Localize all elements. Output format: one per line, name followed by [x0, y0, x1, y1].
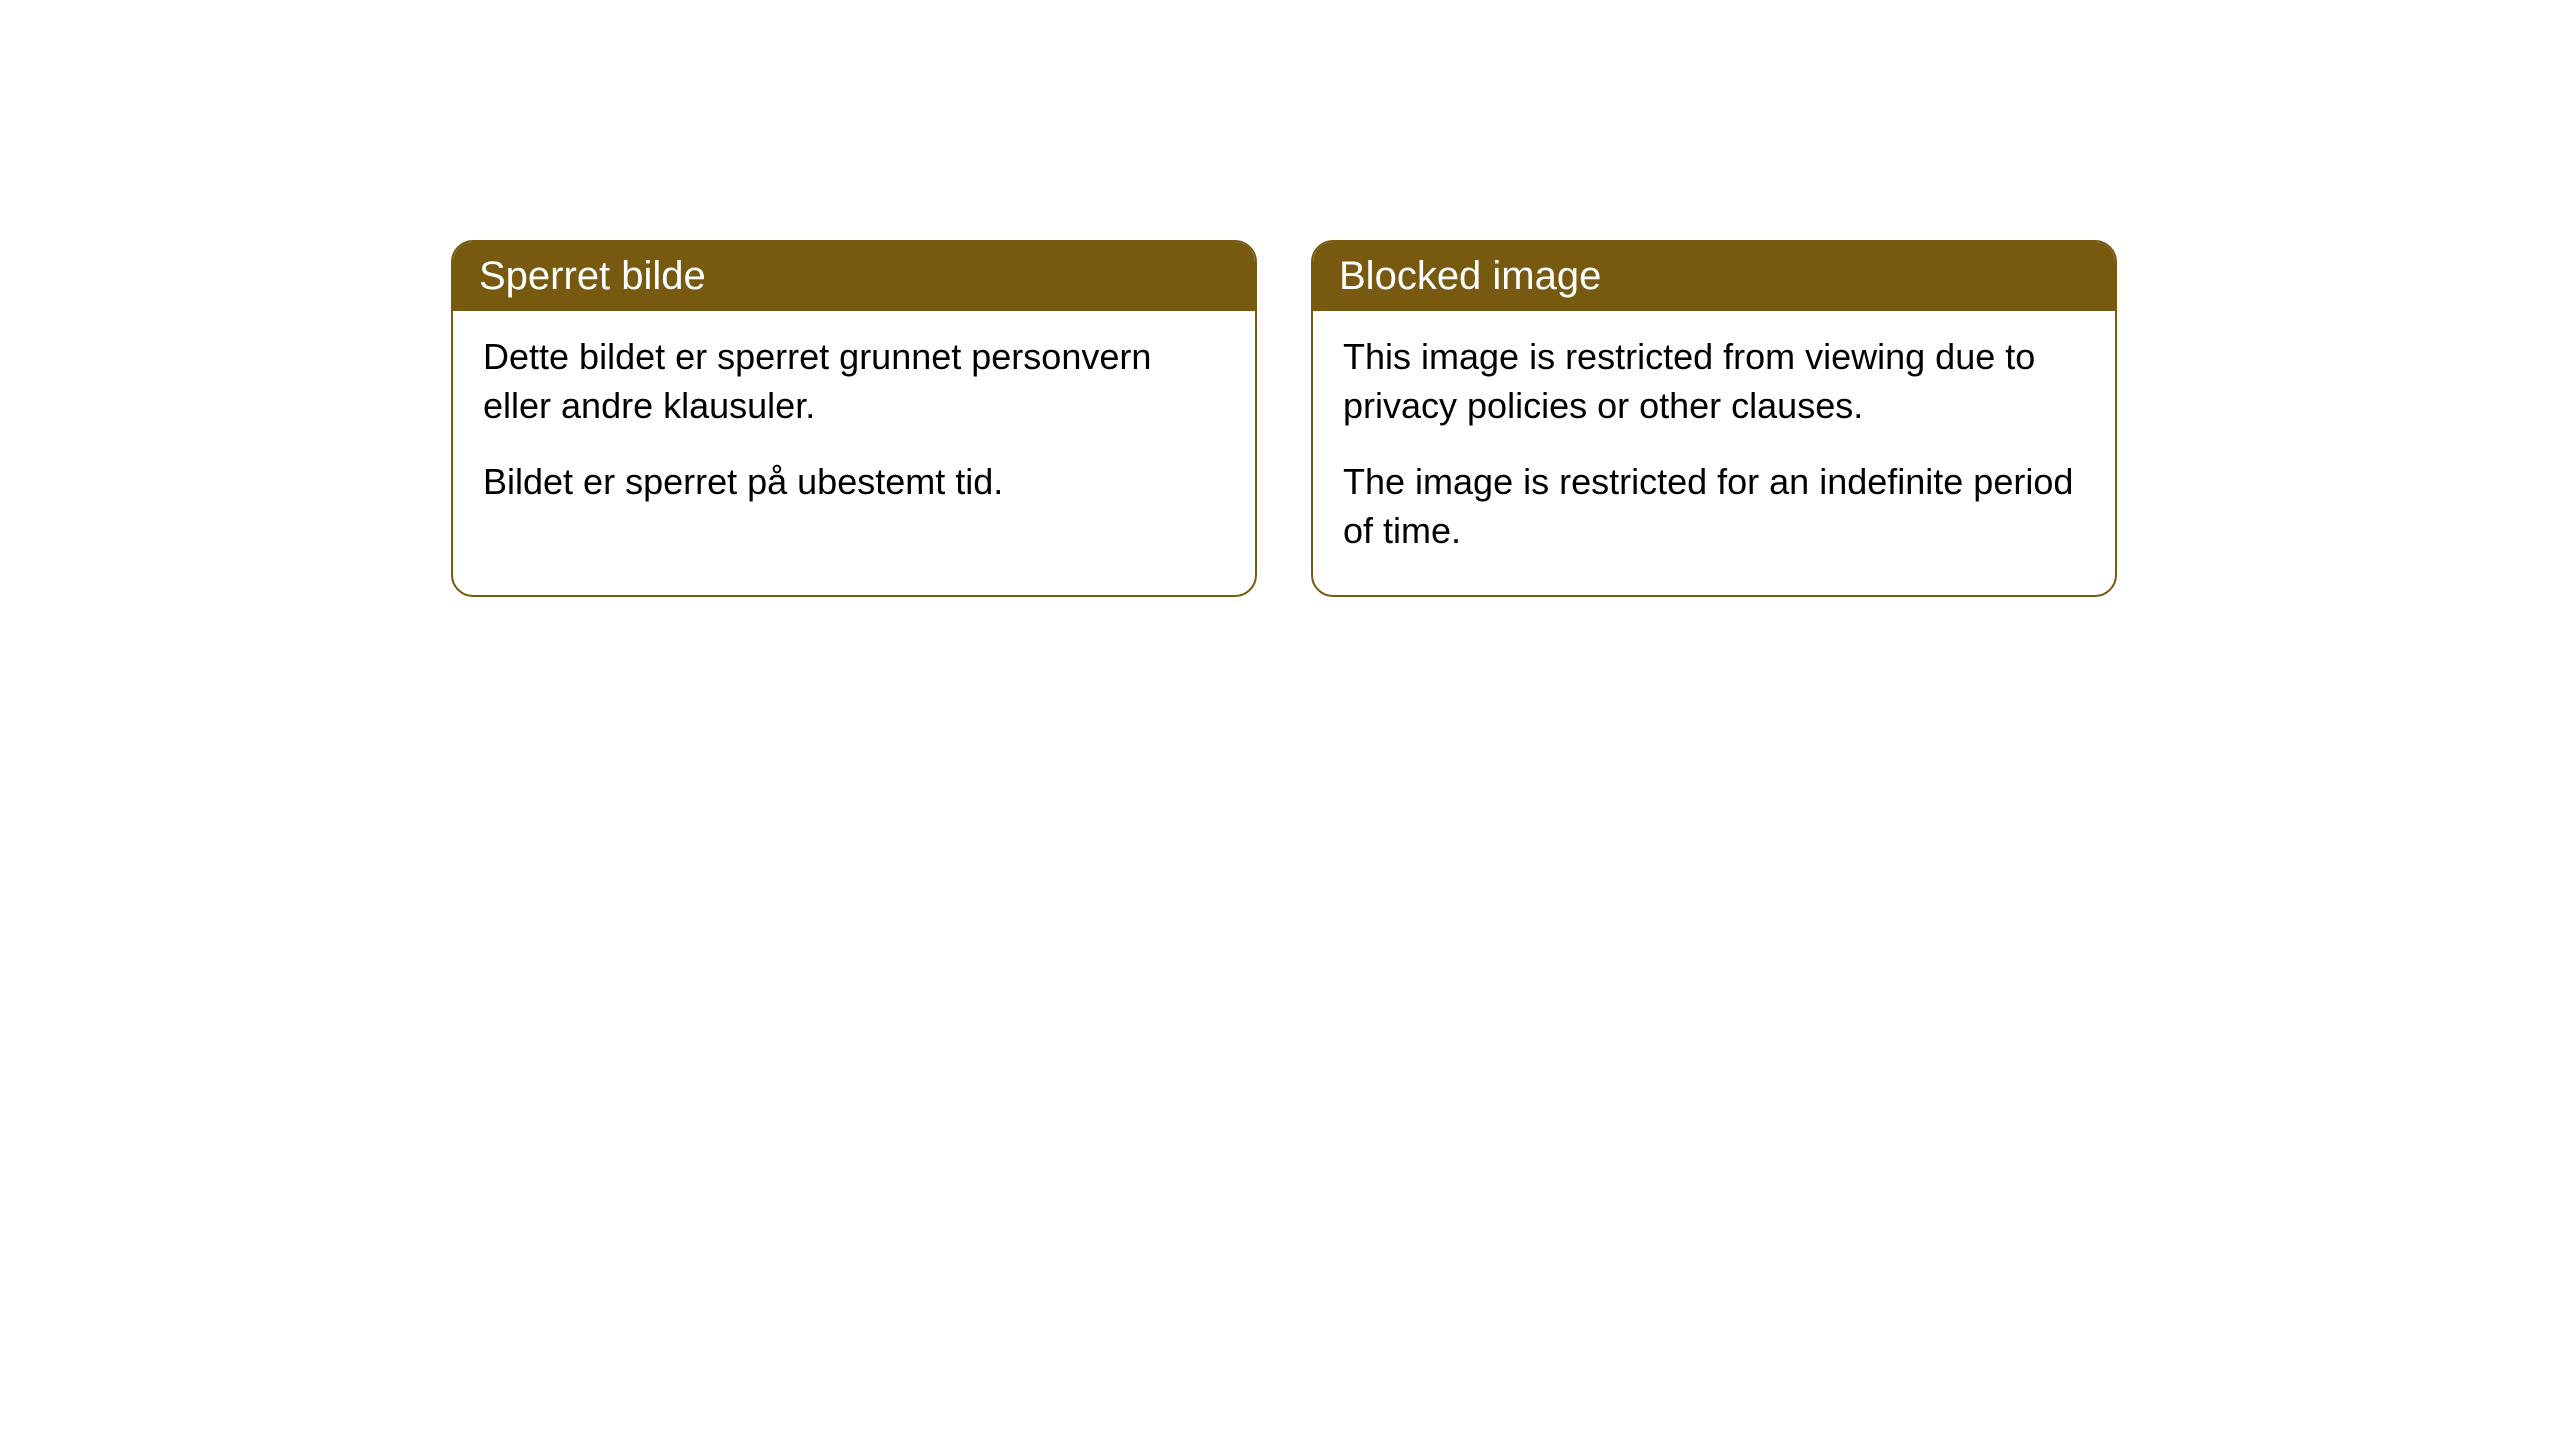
notice-card-norwegian: Sperret bilde Dette bildet er sperret gr… [451, 240, 1257, 597]
card-body-english: This image is restricted from viewing du… [1313, 311, 2115, 595]
card-paragraph: The image is restricted for an indefinit… [1343, 458, 2085, 555]
card-title: Blocked image [1339, 254, 1601, 298]
card-paragraph: Bildet er sperret på ubestemt tid. [483, 458, 1225, 507]
notice-card-english: Blocked image This image is restricted f… [1311, 240, 2117, 597]
card-body-norwegian: Dette bildet er sperret grunnet personve… [453, 311, 1255, 547]
card-title: Sperret bilde [479, 254, 706, 298]
card-header-english: Blocked image [1313, 242, 2115, 311]
card-paragraph: This image is restricted from viewing du… [1343, 333, 2085, 430]
card-paragraph: Dette bildet er sperret grunnet personve… [483, 333, 1225, 430]
card-header-norwegian: Sperret bilde [453, 242, 1255, 311]
notice-cards-container: Sperret bilde Dette bildet er sperret gr… [451, 240, 2117, 597]
